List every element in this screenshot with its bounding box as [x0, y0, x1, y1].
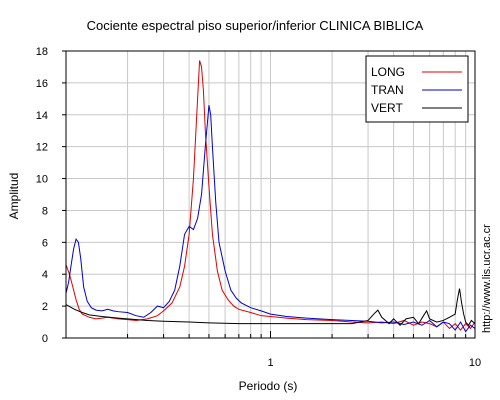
- legend-box: [365, 55, 469, 123]
- tick-labels: 0 2 4 6 8 10 12 14 16 18 1 10: [36, 46, 481, 369]
- chart-title: Cociente espectral piso superior/inferio…: [87, 18, 424, 33]
- legend-label-tran: TRAN: [371, 83, 404, 97]
- y-tick-label: 10: [36, 174, 48, 186]
- y-tick-label: 6: [42, 237, 48, 249]
- y-tick-label: 2: [42, 301, 48, 313]
- x-tick-label: 1: [267, 357, 273, 369]
- legend-label-vert: VERT: [371, 101, 403, 115]
- y-tick-label: 14: [36, 110, 48, 122]
- y-tick-label: 4: [42, 269, 48, 281]
- series-lines: [66, 60, 475, 333]
- x-tick-label: 10: [469, 357, 481, 369]
- source-url: http://www.lis.ucr.ac.cr: [481, 224, 493, 333]
- axis-ticks: [62, 50, 476, 339]
- y-tick-label: 12: [36, 142, 48, 154]
- legend-label-long: LONG: [371, 65, 405, 79]
- series-line-tran: [66, 105, 475, 333]
- legend: LONG TRAN VERT: [365, 55, 469, 123]
- y-tick-label: 8: [42, 205, 48, 217]
- y-tick-label: 16: [36, 78, 48, 90]
- y-tick-label: 18: [36, 46, 48, 58]
- y-tick-label: 0: [42, 333, 48, 345]
- x-axis-label: Periodo (s): [239, 379, 298, 393]
- y-axis-label: Amplitud: [7, 173, 21, 220]
- series-line-vert: [66, 288, 475, 327]
